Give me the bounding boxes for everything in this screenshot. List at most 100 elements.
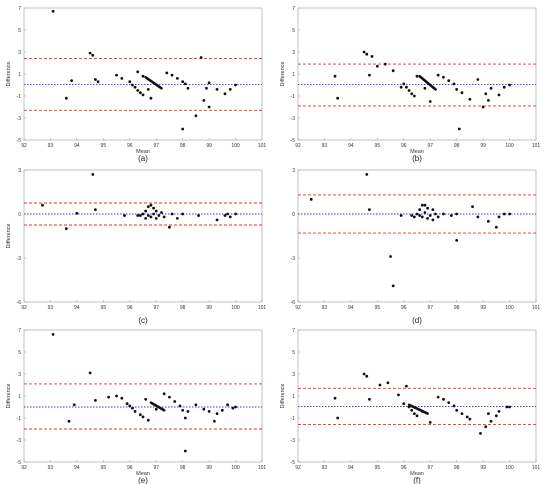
data-point (484, 92, 488, 96)
panel-a: 92 93 94 95 96 97 98 99 100 101 -5 -3 -1 1 3 5 7 Mean Diff… (6, 6, 266, 163)
x-tick-label: 94 (348, 305, 354, 311)
data-point (88, 371, 92, 375)
x-tick-label: 101 (258, 465, 267, 471)
x-axis-title: Mean (410, 471, 424, 477)
y-tick-label: 3 (18, 372, 21, 378)
x-tick-label: 93 (48, 305, 54, 311)
x-tick-label: 95 (375, 305, 381, 311)
y-tick-label: 0 (292, 212, 295, 218)
x-tick-label: 95 (375, 143, 381, 149)
x-tick-label: 94 (74, 305, 80, 311)
data-point (144, 397, 148, 401)
data-point (136, 70, 140, 74)
data-point (228, 88, 232, 91)
panel-label: (b) (412, 154, 422, 163)
data-point (431, 218, 435, 222)
data-point (410, 408, 414, 412)
data-point (407, 405, 411, 409)
data-point (420, 203, 424, 207)
data-point (226, 212, 230, 216)
x-tick-label: 100 (505, 143, 514, 149)
data-point (131, 83, 134, 87)
data-point (231, 406, 235, 410)
plot-frame (297, 169, 537, 303)
data-point (202, 407, 206, 411)
dense-point-cluster (418, 74, 437, 91)
data-point (136, 89, 140, 92)
panel-label: (e) (138, 476, 148, 484)
data-point (146, 418, 150, 422)
y-tick-label: 3 (292, 372, 295, 378)
data-point (365, 173, 369, 176)
data-point (215, 412, 219, 415)
data-point (234, 83, 237, 87)
data-point (370, 55, 374, 58)
data-point (399, 85, 403, 89)
x-tick-label: 99 (206, 143, 212, 149)
data-point (502, 85, 506, 89)
x-tick-label: 96 (127, 305, 133, 311)
data-point (447, 79, 451, 82)
y-tick-label: 7 (292, 328, 295, 334)
y-tick-label: -3 (17, 438, 22, 444)
x-tick-label: 96 (127, 143, 133, 149)
data-point (412, 94, 416, 98)
x-tick-label: 92 (21, 305, 27, 311)
data-point (138, 214, 142, 217)
data-point (149, 203, 153, 207)
y-tick-label: 7 (18, 328, 21, 334)
data-point (407, 89, 411, 92)
data-point (428, 100, 432, 103)
data-point (152, 206, 155, 210)
x-tick-label: 96 (401, 465, 407, 471)
data-point (484, 425, 488, 429)
data-point (141, 74, 145, 78)
data-point (508, 83, 511, 87)
x-tick-label: 92 (21, 143, 27, 149)
plot-frame (23, 169, 263, 303)
data-point (202, 99, 206, 102)
y-tick-label: 1 (292, 394, 295, 400)
data-point (183, 82, 187, 86)
data-point (170, 212, 174, 216)
data-point (508, 212, 511, 216)
dense-point-cluster (407, 403, 429, 415)
data-point (378, 383, 382, 387)
data-point (223, 92, 227, 96)
data-point (471, 205, 474, 209)
data-point (465, 415, 469, 419)
data-point (397, 393, 400, 397)
data-point (402, 402, 406, 406)
data-point (402, 82, 406, 86)
data-point (154, 217, 158, 220)
data-point (146, 88, 150, 91)
panel-b: 92 93 94 95 96 97 98 99 100 101 -5 -3 -1 1 3 5 7 Mean Diff… (280, 6, 540, 163)
data-point (415, 414, 419, 418)
data-point (368, 73, 371, 77)
data-point (125, 402, 129, 406)
data-point (197, 214, 200, 217)
data-point (436, 395, 440, 399)
data-point (115, 73, 118, 77)
data-point (149, 215, 153, 219)
data-point (420, 410, 424, 413)
y-tick-label: -1 (17, 416, 22, 422)
panel-e: 92 93 94 95 96 97 98 99 100 101 -5 -3 -1 1 3 5 7 Mean Diff… (6, 328, 266, 484)
y-tick-label: -5 (17, 460, 22, 466)
y-axis-title: Difference (280, 62, 286, 87)
data-point (51, 333, 55, 336)
y-tick-label: 3 (292, 168, 295, 174)
panel-label: (a) (138, 154, 148, 163)
data-point (131, 406, 134, 410)
data-point (128, 404, 132, 408)
data-point (426, 206, 429, 210)
data-point (67, 419, 71, 423)
data-point (154, 407, 158, 411)
y-tick-label: -5 (291, 138, 296, 144)
data-point (505, 405, 509, 409)
data-point (181, 127, 185, 131)
x-tick-label: 101 (258, 143, 267, 149)
y-axis-title: Difference (6, 62, 12, 87)
y-tick-label: 7 (292, 6, 295, 12)
x-tick-label: 98 (180, 143, 186, 149)
